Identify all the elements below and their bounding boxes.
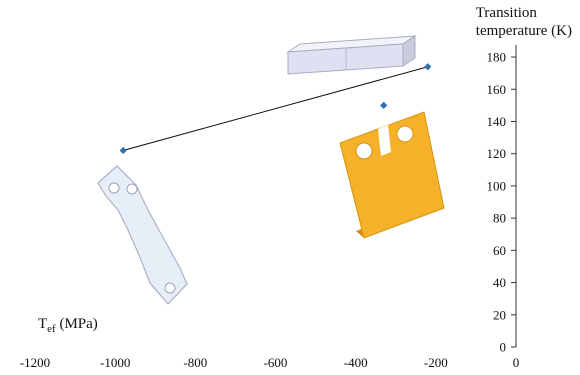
- y-tick-label: 160: [487, 82, 507, 97]
- y-tick-label: 120: [487, 146, 507, 161]
- bar-specimen-image: [286, 35, 417, 75]
- x-tick-label: -1000: [100, 355, 130, 370]
- data-marks: [119, 63, 432, 155]
- dogbone-specimen-image: [97, 165, 188, 305]
- y-tick-label: 0: [500, 340, 507, 355]
- x-tick-label: -800: [183, 355, 207, 370]
- y-tick-label: 20: [493, 307, 506, 322]
- x-tick-label: -1200: [20, 355, 50, 370]
- x-tick-label: -400: [344, 355, 368, 370]
- x-tick-label: -200: [424, 355, 448, 370]
- notched-plate-specimen-image: [339, 111, 445, 239]
- y-tick-label: 80: [493, 211, 506, 226]
- x-axis-title: Tef (MPa): [38, 316, 98, 335]
- y-tick-label: 180: [487, 50, 507, 65]
- axes: 0 20 40 60 80 100 120 140 160 180 -1200 -1000 -800 -6…: [20, 45, 519, 370]
- data-point: [119, 146, 127, 155]
- y-tick-label: 40: [493, 275, 506, 290]
- x-tick-label: -600: [264, 355, 288, 370]
- y-tick-label: 140: [487, 114, 507, 129]
- x-tick-label: 0: [513, 355, 520, 370]
- trend-line: [123, 66, 428, 151]
- y-axis-title: Transition temperature (K): [475, 5, 572, 39]
- data-point: [380, 101, 388, 109]
- y-tick-label: 60: [493, 243, 506, 258]
- y-tick-label: 100: [487, 178, 507, 193]
- data-point: [424, 63, 432, 71]
